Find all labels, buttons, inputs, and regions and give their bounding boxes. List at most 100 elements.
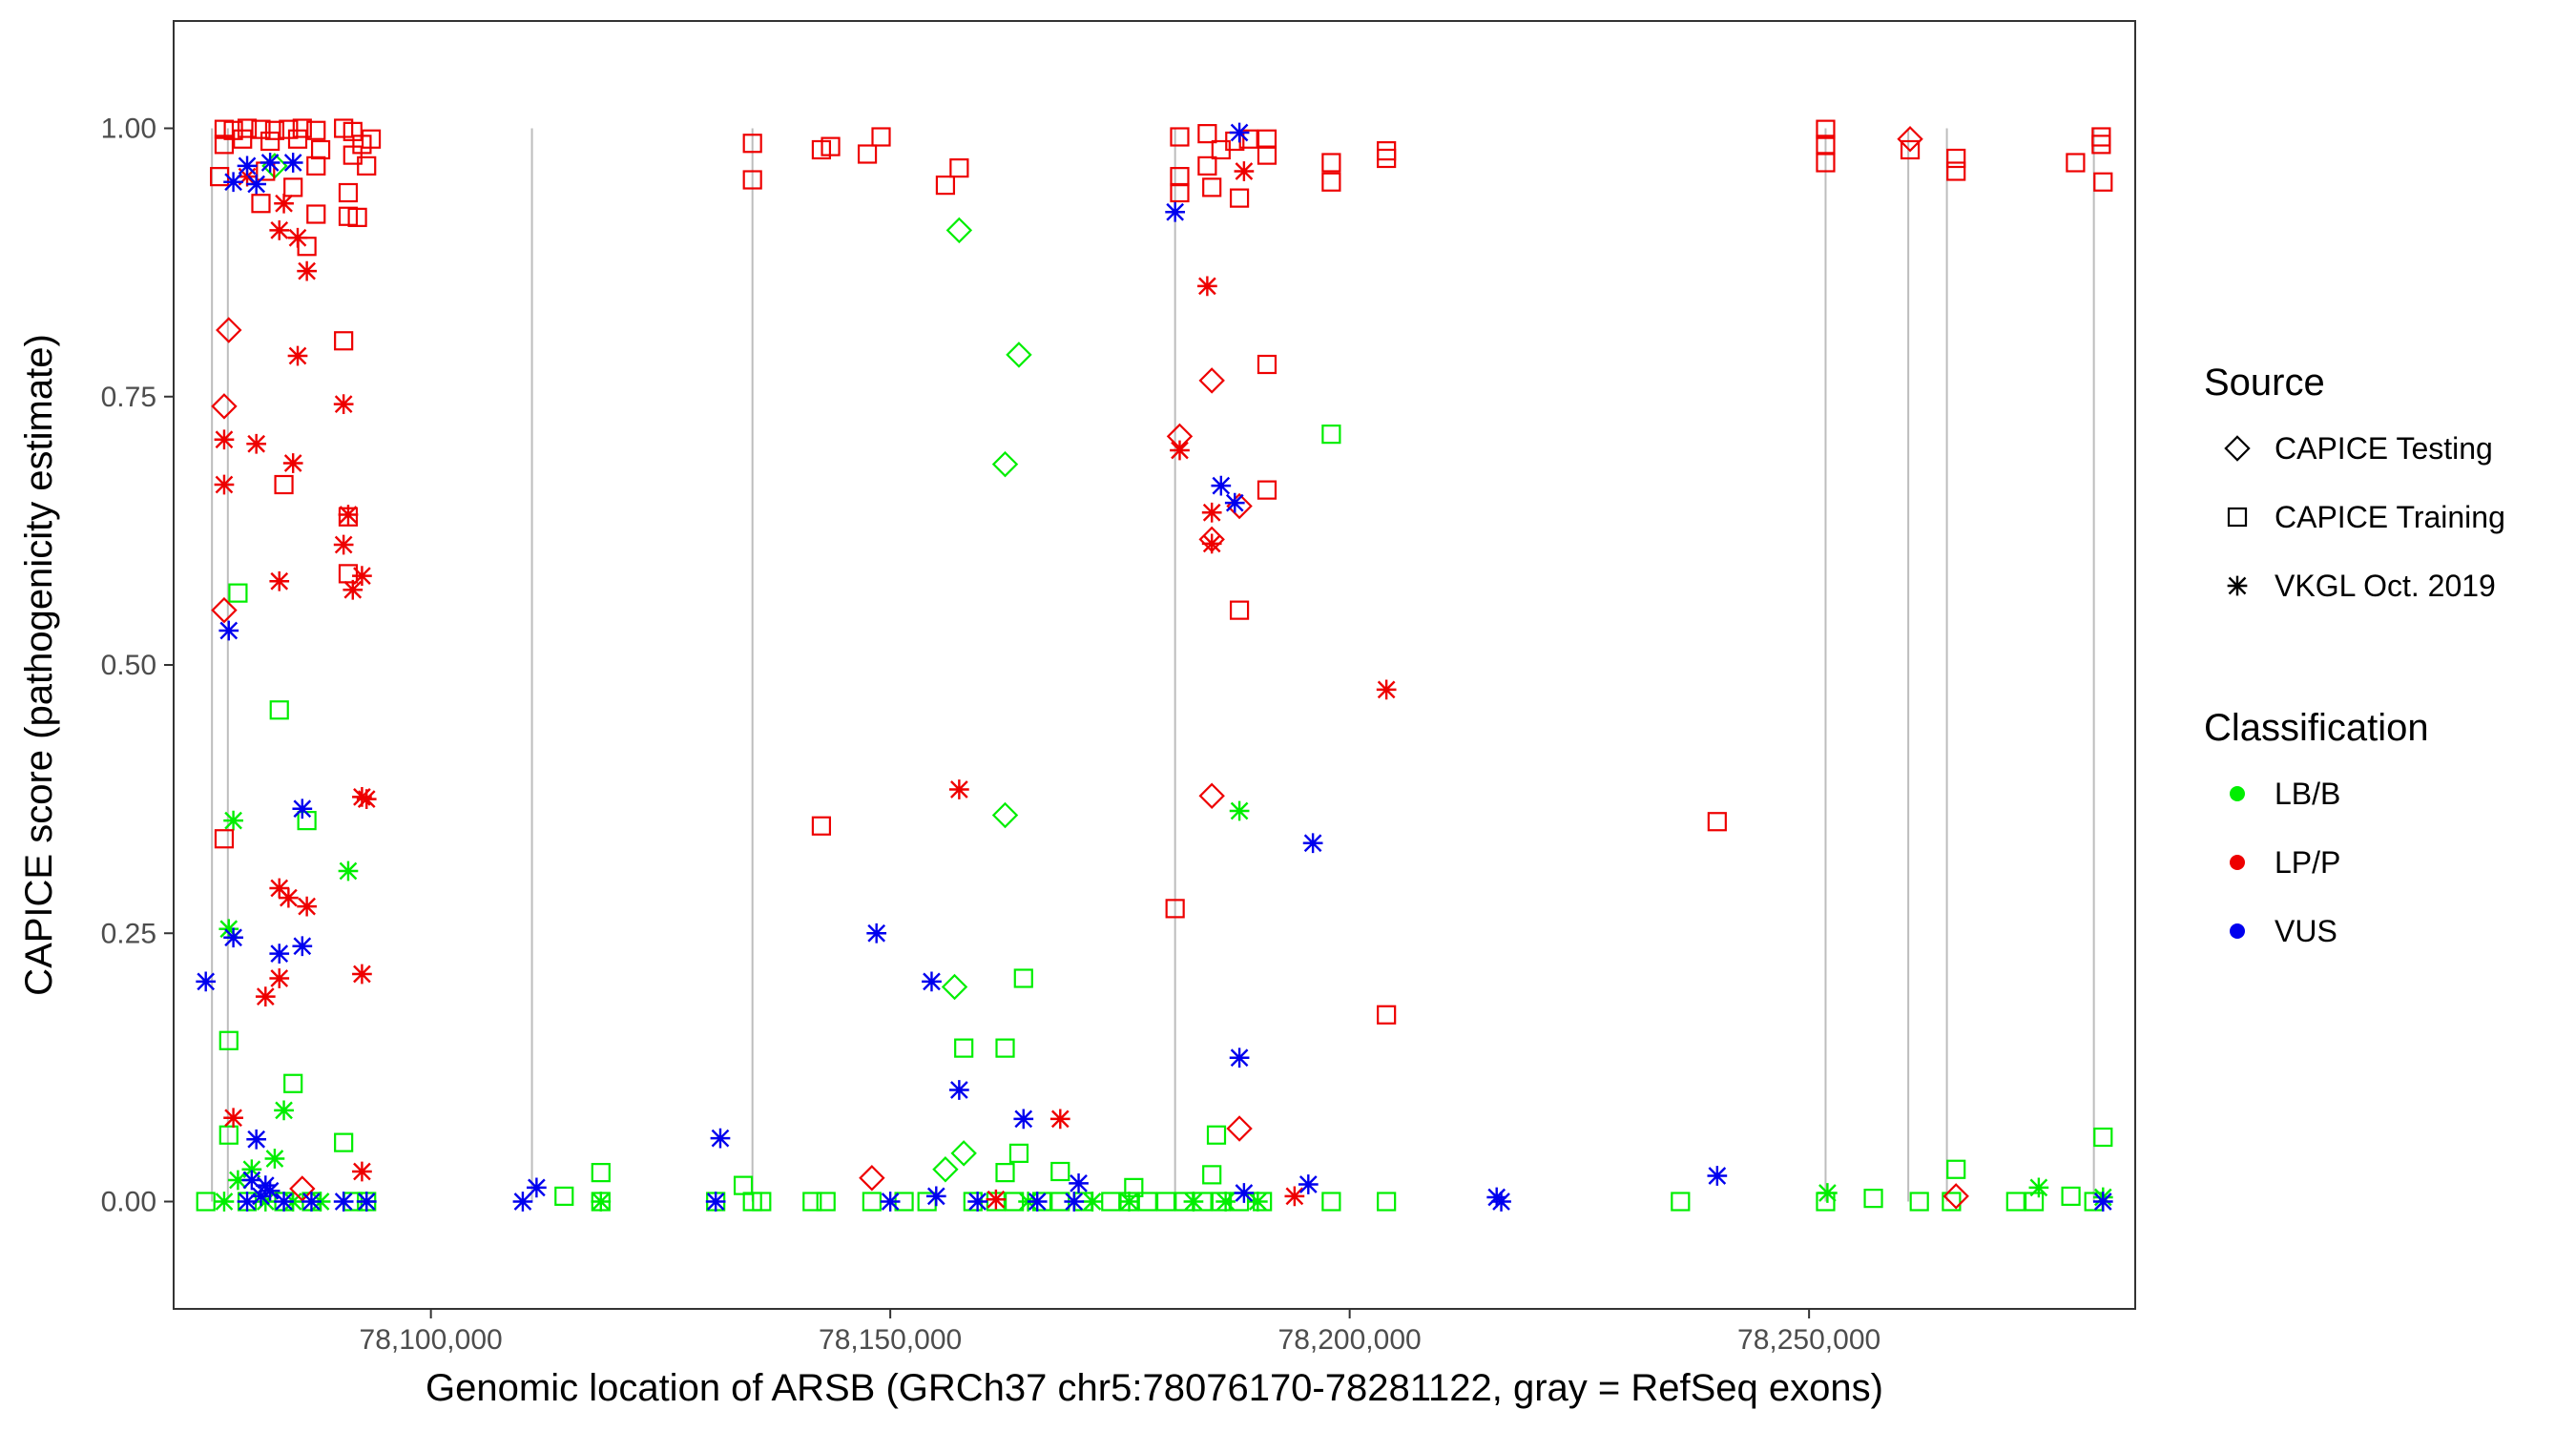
legend-key-square [2227,507,2248,528]
data-point [1229,800,1250,821]
x-tick-label: 78,150,000 [819,1324,962,1356]
data-point [269,944,290,964]
data-point [1284,1186,1305,1207]
legend-label-capice-testing: CAPICE Testing [2275,431,2493,466]
data-point [214,429,235,450]
data-point [1234,1183,1255,1203]
data-point [292,936,313,957]
data-point [1197,156,1217,176]
data-point [218,1030,239,1050]
data-point [237,118,258,138]
data-point [292,118,312,138]
data-point [1229,1047,1250,1068]
legend-classification-keys [2230,786,2245,939]
data-point [1027,1192,1048,1212]
data-point [338,505,359,525]
data-point [269,570,290,591]
y-tick-label: 1.00 [101,114,156,145]
y-tick-label: 0.50 [101,650,156,681]
data-point [1946,1159,1966,1179]
data-point [1170,127,1190,147]
data-point [218,919,239,940]
data-point [260,131,280,152]
data-point [228,583,248,603]
data-point [1321,425,1341,445]
data-point [237,156,258,176]
data-point [995,1038,1015,1058]
y-tick-label: 0.75 [101,382,156,413]
data-point [233,129,253,149]
data-point [269,878,290,899]
data-point [334,331,354,351]
data-point [237,1192,258,1212]
data-point [287,345,308,366]
data-point [301,1192,322,1212]
data-point [1155,1192,1176,1212]
data-point [1229,188,1250,208]
data-point [297,260,317,281]
data-point [2093,172,2113,192]
data-point [857,144,878,164]
data-point [282,453,303,473]
data-point [269,700,289,720]
data-point [218,1125,239,1145]
data-point [1257,129,1278,149]
data-point [1257,354,1278,375]
data-point [223,927,243,948]
legend: Source CAPICE Testing CAPICE Training VK… [2204,362,2505,948]
data-point [274,193,294,214]
data-point [1897,126,1923,153]
legend-key-diamond [2224,435,2251,462]
data-point [356,789,377,809]
data-point [338,861,359,881]
data-point [333,1192,354,1212]
data-point [949,1080,969,1100]
data-point [287,129,308,149]
data-point [338,564,359,584]
data-point [214,135,235,155]
data-point [1082,1192,1103,1212]
data-point [945,217,973,244]
data-point [1302,833,1323,854]
data-point [1946,161,1966,181]
data-point [283,1073,303,1093]
data-point [811,816,832,836]
data-point [1226,1115,1253,1142]
data-point [1257,145,1278,165]
data-point [1201,533,1222,554]
data-point [954,1038,974,1058]
data-point [1321,153,1341,173]
data-point [1671,1192,1691,1212]
y-axis-title: CAPICE score (pathogenicity estimate) [18,334,60,996]
data-point [1006,342,1032,368]
data-point [218,620,239,641]
data-point [866,923,887,944]
data-point [361,129,382,149]
data-point [2091,135,2111,155]
data-point [1013,968,1033,988]
data-point [1377,1005,1397,1025]
data-point [289,1175,316,1202]
data-point [591,1192,612,1212]
data-point [950,1140,977,1167]
data-point [223,810,243,831]
x-tick-label: 78,100,000 [360,1324,503,1356]
data-point [1816,119,1836,139]
data-point [269,968,290,988]
data-point [1201,502,1222,523]
x-tick-label: 78,250,000 [1737,1324,1880,1356]
data-point [752,1192,772,1212]
data-point [1202,1165,1222,1185]
data-point [2005,1192,2025,1212]
legend-label-vkgl: VKGL Oct. 2019 [2275,569,2496,603]
data-point [251,1186,271,1207]
data-points [196,118,2113,1212]
data-point [1946,148,1966,169]
data-point [352,787,372,807]
data-point [1321,1192,1341,1212]
data-point [334,1132,354,1152]
legend-key-asterisk [2227,575,2248,596]
series-vus [196,122,2113,1212]
data-point [1818,1183,1838,1203]
